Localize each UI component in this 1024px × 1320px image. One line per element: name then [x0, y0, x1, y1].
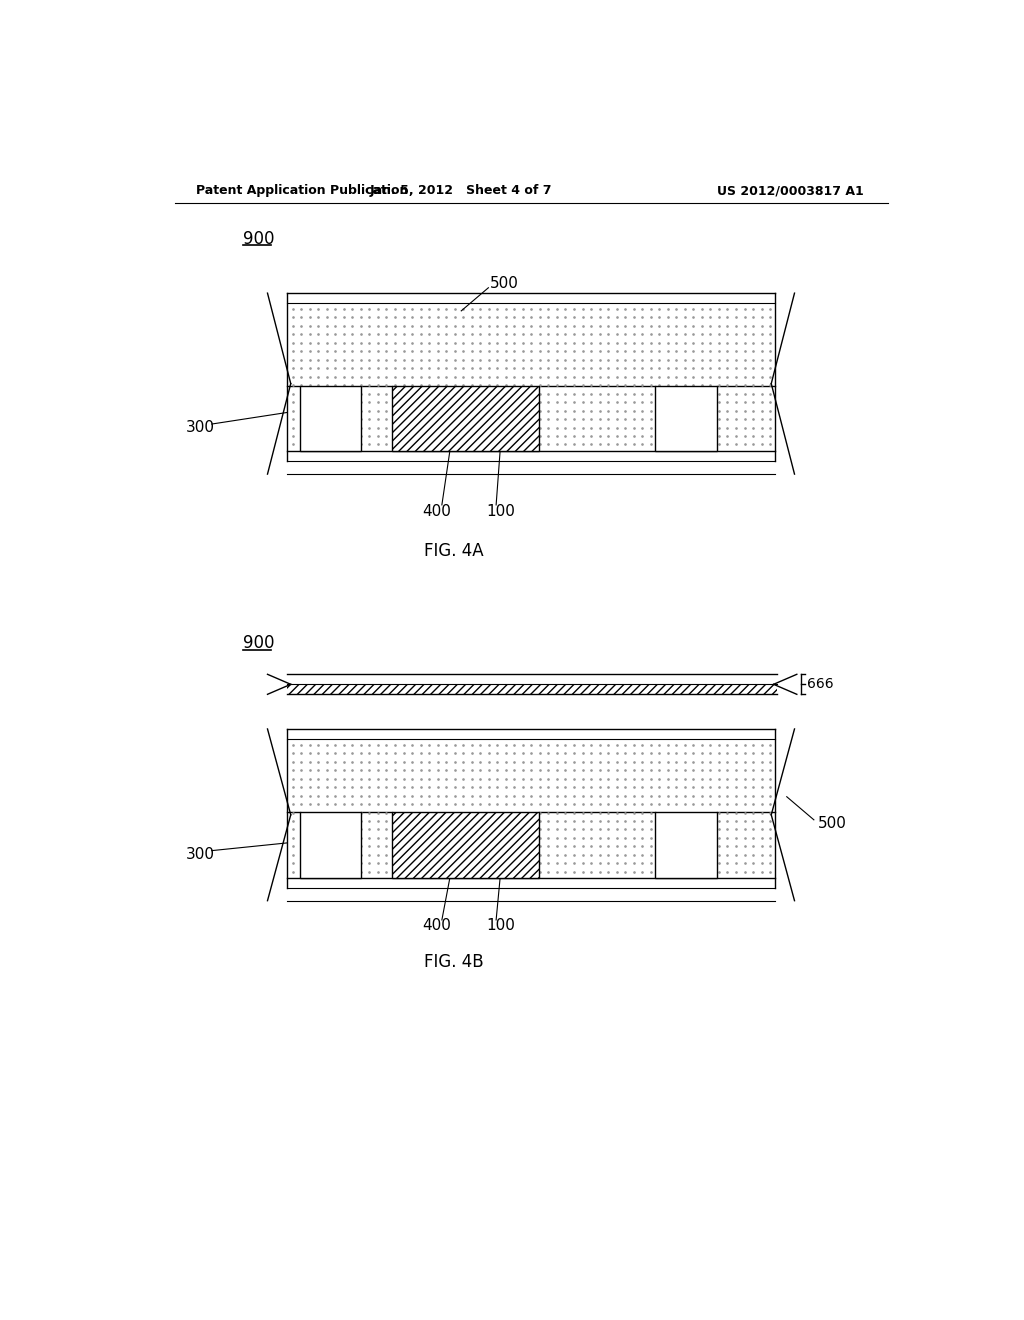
Text: 900: 900 [243, 230, 274, 248]
Text: 400: 400 [423, 503, 452, 519]
Bar [287, 684, 777, 694]
Text: 666: 666 [807, 677, 834, 692]
Text: 500: 500 [818, 816, 847, 832]
Text: 100: 100 [486, 503, 515, 519]
Bar [300, 812, 360, 878]
Bar [391, 385, 539, 451]
Bar [287, 675, 777, 684]
Text: 300: 300 [186, 847, 215, 862]
Bar [655, 812, 717, 878]
Text: Jan. 5, 2012   Sheet 4 of 7: Jan. 5, 2012 Sheet 4 of 7 [370, 185, 553, 197]
Text: 900: 900 [243, 635, 274, 652]
Text: 300: 300 [186, 420, 215, 436]
Text: US 2012/0003817 A1: US 2012/0003817 A1 [717, 185, 864, 197]
Text: 400: 400 [423, 917, 452, 933]
Bar [300, 385, 360, 451]
Bar [391, 812, 539, 878]
Bar [655, 385, 717, 451]
Text: FIG. 4B: FIG. 4B [424, 953, 483, 972]
Text: 500: 500 [489, 276, 519, 292]
Text: 100: 100 [486, 917, 515, 933]
Text: Patent Application Publication: Patent Application Publication [197, 185, 409, 197]
Text: FIG. 4A: FIG. 4A [424, 543, 483, 560]
